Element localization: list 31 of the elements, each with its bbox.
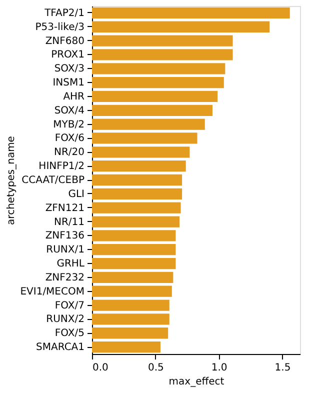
y-tick-label: NR/11 (54, 216, 84, 228)
y-tick-label: FOX/5 (54, 328, 84, 340)
y-tick-label: ZFN121 (45, 202, 84, 214)
y-tick-label: SMARCA1 (36, 342, 84, 354)
y-tick-label: FOX/7 (54, 300, 84, 312)
y-tick-label: CCAAT/CEBP (22, 175, 84, 186)
y-tick-label: ZNF136 (45, 230, 84, 242)
x-tick-label: 0.5 (148, 362, 164, 374)
y-axis-title: archetypes_name (6, 136, 18, 225)
y-tick-label: SOX/4 (54, 105, 84, 116)
y-tick-label: MYB/2 (53, 119, 84, 130)
y-tick-label: P53-like/3 (35, 22, 84, 33)
x-tick-label: 1.5 (274, 362, 291, 374)
y-tick-label: RUNX/2 (46, 314, 84, 326)
y-tick-label: SOX/3 (54, 64, 84, 75)
y-tick-label: AHR (63, 91, 85, 102)
x-axis-title: max_effect (168, 376, 224, 388)
y-tick-label: INSM1 (52, 78, 84, 89)
y-tick-label: ZNF680 (45, 36, 84, 47)
x-tick-label: 0.0 (92, 362, 108, 374)
y-tick-label: NR/20 (54, 147, 84, 158)
y-tick-label: TFAP2/1 (44, 8, 84, 19)
y-tick-label: PROX1 (51, 50, 84, 61)
y-tick-label: GRHL (56, 258, 85, 270)
y-tick-label: EVI1/MECOM (20, 286, 84, 298)
y-tick-label: RUNX/1 (46, 244, 84, 256)
y-tick-label: ZNF232 (45, 272, 84, 284)
y-tick-label: FOX/6 (54, 133, 84, 144)
y-tick-label: HINFP1/2 (38, 161, 84, 172)
y-tick-label: GLI (68, 188, 84, 200)
x-tick-label: 1.0 (211, 362, 228, 374)
